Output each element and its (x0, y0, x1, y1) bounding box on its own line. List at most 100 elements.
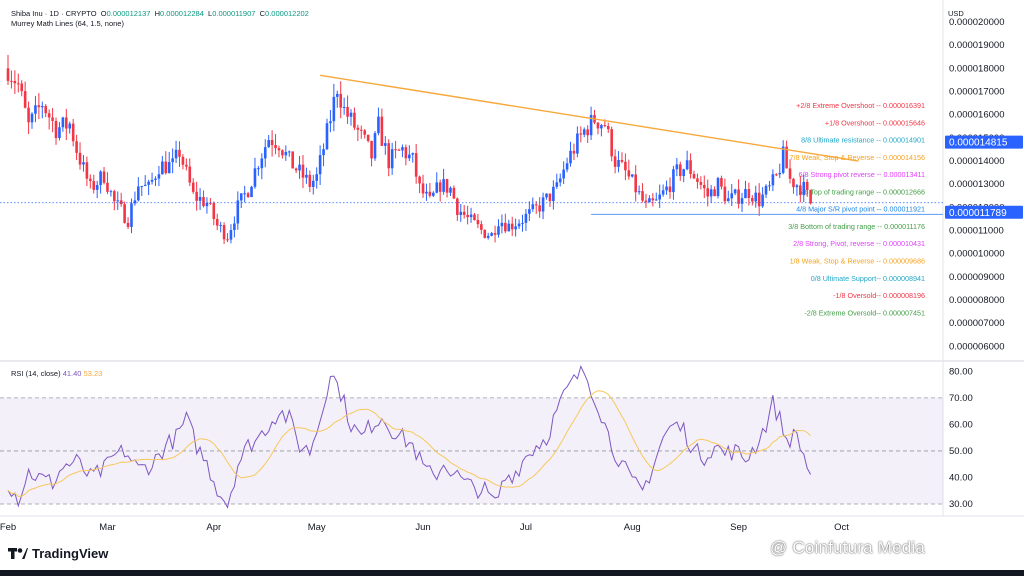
candle-body-22 (82, 162, 85, 165)
candle-body-40 (143, 184, 147, 186)
time-tick-label-5: Jul (520, 522, 532, 533)
candle-body-6 (27, 107, 30, 123)
candle-body-226 (781, 146, 785, 173)
time-tick-label-0: Feb (0, 522, 16, 533)
price-badge-1: 0.000011789 (949, 208, 1007, 219)
candle-body-158 (548, 193, 552, 202)
candle-body-32 (116, 200, 120, 202)
price-tick-label-11: 0.000009000 (949, 272, 1004, 283)
candle-body-29 (106, 182, 109, 192)
candle-body-142 (493, 233, 497, 235)
candle-body-192 (665, 186, 668, 191)
candle-body-225 (778, 172, 782, 175)
candle-body-231 (799, 185, 802, 196)
candle-body-140 (486, 235, 490, 238)
candle-body-72 (253, 168, 257, 187)
rsi-tick-label-2: 60.00 (949, 419, 973, 430)
price-tick-label-12: 0.000008000 (949, 295, 1004, 306)
candle-body-23 (85, 162, 89, 179)
tradingview-logo[interactable]: TradingView (8, 546, 108, 561)
price-tick-label-14: 0.000006000 (949, 341, 1004, 352)
price-tick-label-7: 0.000013000 (949, 179, 1004, 190)
price-tick-label-9: 0.000011000 (949, 226, 1004, 237)
candle-body-51 (181, 156, 185, 165)
candle-body-19 (71, 123, 75, 142)
watermark: @ Coinfutura Media (770, 538, 926, 557)
candle-body-74 (260, 158, 264, 169)
candle-body-194 (672, 169, 675, 193)
candle-body-26 (95, 184, 99, 190)
candle-body-31 (113, 191, 116, 202)
rsi-tick-label-0: 80.00 (949, 366, 973, 377)
candle-body-177 (613, 156, 617, 167)
murrey-level-3: 7/8 Weak, Stop & Reverse -- 0.000014156 (790, 153, 925, 162)
candle-body-156 (541, 197, 545, 212)
candle-body-76 (267, 140, 270, 148)
candle-body-62 (219, 225, 222, 227)
candle-body-91 (318, 155, 322, 175)
murrey-level-11: -1/8 Oversold-- 0.000008196 (833, 291, 925, 300)
candle-body-135 (469, 214, 473, 218)
candle-body-78 (274, 145, 277, 149)
candle-body-128 (445, 179, 449, 193)
candle-body-197 (682, 169, 686, 177)
rsi-legend: RSI (14, close) 41.40 53.23 (11, 369, 102, 378)
candle-body-191 (661, 190, 665, 195)
candle-body-206 (713, 189, 716, 197)
rsi-tick-label-1: 70.00 (949, 393, 973, 404)
candle-body-129 (449, 187, 452, 193)
candle-body-119 (414, 153, 418, 177)
candle-body-201 (696, 178, 699, 182)
price-tick-label-1: 0.000019000 (949, 40, 1004, 51)
candle-body-47 (167, 162, 171, 174)
candle-body-9 (37, 105, 41, 108)
candle-body-79 (277, 148, 281, 151)
candle-body-86 (301, 164, 305, 178)
candle-body-178 (617, 160, 620, 167)
murrey-level-2: 8/8 Ultimate resistance -- 0.000014901 (801, 136, 925, 145)
candle-body-174 (603, 125, 607, 127)
candle-body-87 (305, 174, 308, 178)
candle-body-97 (339, 93, 343, 108)
candle-body-65 (229, 230, 233, 240)
candle-body-55 (195, 191, 198, 201)
price-badge-0: 0.000014815 (949, 138, 1008, 149)
candle-body-152 (528, 209, 531, 214)
candle-body-117 (408, 154, 411, 159)
candle-body-132 (459, 211, 463, 215)
candle-body-0 (6, 68, 10, 81)
currency-label[interactable]: USD (948, 9, 964, 18)
candle-body-105 (366, 134, 370, 141)
candle-body-118 (411, 153, 415, 155)
candle-body-130 (452, 187, 456, 199)
candle-body-95 (332, 96, 336, 122)
candle-body-108 (377, 116, 380, 134)
candle-body-224 (775, 174, 778, 176)
candle-body-216 (747, 189, 751, 198)
candle-body-11 (44, 106, 48, 114)
candle-body-114 (397, 149, 401, 151)
candle-body-67 (236, 200, 240, 224)
candle-body-90 (315, 174, 318, 181)
candle-body-195 (675, 164, 679, 170)
candle-body-8 (34, 105, 37, 114)
candle-body-45 (161, 161, 164, 175)
candle-body-13 (51, 117, 54, 121)
candle-body-186 (644, 200, 648, 203)
candle-body-10 (41, 106, 44, 108)
candle-body-205 (709, 189, 713, 197)
candle-body-82 (287, 151, 291, 153)
candle-body-113 (394, 149, 397, 151)
murrey-level-1: +1/8 Overshoot -- 0.000015646 (825, 118, 925, 127)
candle-body-161 (558, 178, 562, 183)
candle-body-4 (20, 83, 24, 92)
candle-body-64 (226, 239, 229, 241)
candle-body-44 (157, 174, 161, 179)
candle-body-183 (634, 174, 637, 193)
candle-body-116 (404, 147, 408, 159)
rsi-line (7, 364, 812, 509)
candle-body-126 (438, 182, 442, 192)
candle-body-109 (380, 116, 384, 146)
